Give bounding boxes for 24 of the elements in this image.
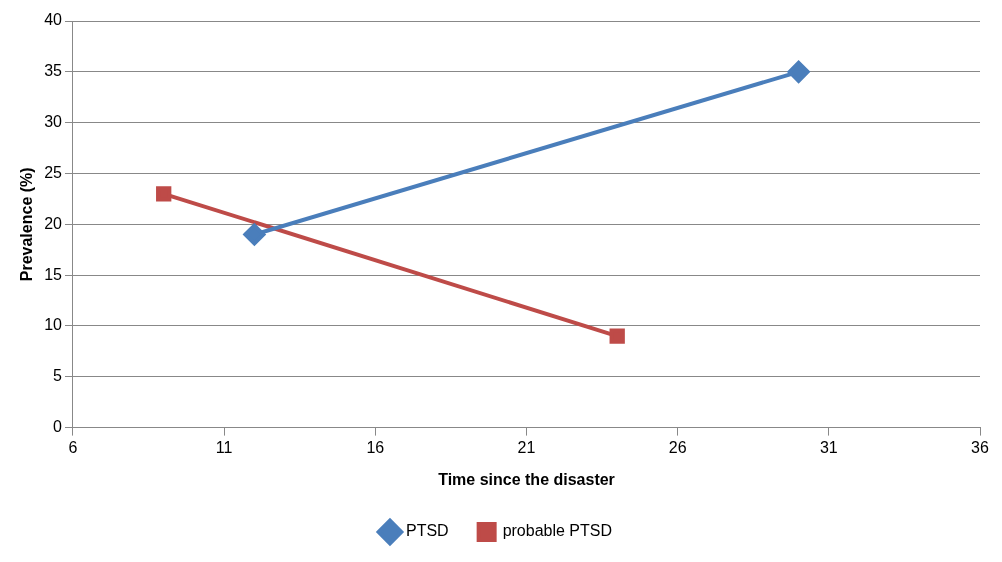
y-tick-label: 15 [44, 265, 63, 283]
point [156, 186, 172, 202]
y-tick-label: 10 [44, 316, 63, 334]
x-tick-label: 6 [68, 438, 78, 456]
point [609, 328, 625, 344]
x-tick-label: 16 [366, 438, 385, 456]
legend-label: probable PTSD [502, 522, 613, 540]
point [243, 223, 266, 246]
x-tick-label: 21 [517, 438, 536, 456]
y-tick-label: 5 [53, 367, 63, 385]
y-tick-label: 25 [44, 163, 63, 181]
x-axis-title: Time since the disaster [438, 470, 615, 488]
x-tick-label: 26 [668, 438, 687, 456]
y-tick-label: 35 [44, 62, 63, 80]
y-tick-label: 0 [53, 418, 63, 436]
point [787, 60, 810, 83]
y-axis-title: Prevalence (%) [18, 167, 36, 282]
y-tick-label: 20 [44, 214, 63, 232]
x-tick-label: 31 [819, 438, 838, 456]
x-tick-label: 11 [215, 438, 233, 456]
y-tick-label: 40 [44, 11, 63, 29]
legend-label: PTSD [405, 522, 449, 540]
x-tick-label: 36 [971, 438, 989, 456]
y-tick-label: 30 [44, 113, 63, 131]
